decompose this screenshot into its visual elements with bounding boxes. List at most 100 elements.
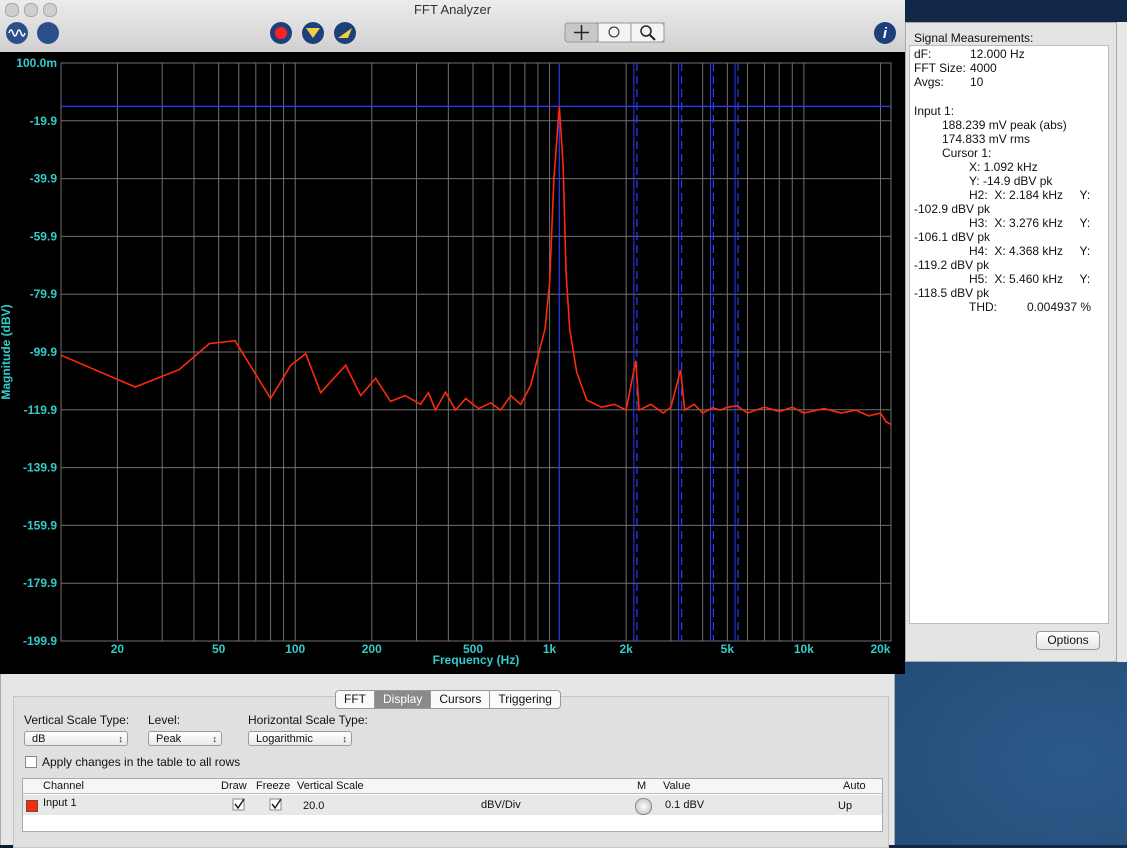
settings-button[interactable] [37,22,59,44]
channel-name: Input 1 [43,797,77,809]
x-tick-label: 1k [543,642,557,656]
x-tick-label: 100 [285,642,305,656]
measurement-label: dF: [914,47,932,61]
icon [640,25,652,37]
y-tick-label: -19.9 [30,114,58,128]
channel-color[interactable] [26,800,38,812]
measurement-line: 188.239 mV peak (abs) [942,118,1067,132]
measurement-line: -118.5 dBV pk [914,286,990,300]
tab[interactable]: FFT [344,692,366,706]
measurement-box [909,45,1109,624]
measurement-line: H3: X: 3.276 kHz Y: [969,216,1091,230]
y-tick-label: -199.9 [23,634,57,648]
plot-frame [60,62,892,642]
column-header: Freeze [256,780,291,792]
zoom-tool[interactable] [630,22,665,43]
options-button[interactable]: Options [1036,631,1100,650]
checkboxes [232,798,282,811]
x-axis-label: Frequency (Hz) [433,653,520,667]
column-header: M [637,780,647,792]
measurement-label: Avgs: [914,75,944,89]
toolbar-icons: i [6,22,896,44]
plot-background [0,52,905,674]
y-tick-label: -59.9 [30,229,58,243]
value-knob[interactable] [635,798,652,815]
y-tick-label: -139.9 [23,461,57,475]
measurement-line: Y: -14.9 dBV pk [969,174,1053,188]
value-text[interactable]: 0.1 dBV [665,799,705,811]
measurement-drawer: Signal Measurements: Options dF: 12.000 H… [905,22,1117,662]
measurement-line: Cursor 1: [942,146,992,160]
label: Vertical Scale Type: [24,713,130,727]
column-header: Auto [843,780,866,792]
measurement-value: 12.000 Hz [970,47,1025,61]
checkbox[interactable] [25,756,37,768]
y-tick-label: -79.9 [30,287,58,301]
measurement-line: X: 1.092 kHz [969,160,1038,174]
table-row [23,795,882,815]
fft-chart: Frequency (Hz) Magnitude (dBV) 20 50 100 20… [0,52,905,674]
x-tick-label: 20 [111,642,125,656]
x-tick-label: 5k [721,642,735,656]
icon: i [883,25,888,42]
icon [608,26,620,38]
x-tick-label: 20k [870,642,890,656]
icon [306,28,320,38]
x-tick-label: 200 [362,642,382,656]
icon [649,34,656,41]
measurement-value: 4000 [970,61,997,75]
tab[interactable]: Display [374,691,431,708]
measurement-line: -106.1 dBV pk [914,230,991,244]
x-tick-label: 2k [619,642,633,656]
tab-bar: FFT Display Cursors Triggering [335,690,561,709]
icon [275,27,287,39]
measurement-line: -119.2 dBV pk [914,258,990,272]
channel-table: Input 1 20.0 dBV/Div 0.1 dBV Up Channel D… [22,778,883,832]
level-select[interactable]: Peak [148,731,222,747]
auto-select[interactable]: Up [838,800,853,812]
measurement-line: Input 1: [914,104,955,118]
window-title: FFT Analyzer [413,2,492,17]
measurement-line: H2: X: 2.184 kHz Y: [969,188,1091,202]
info-button[interactable] [874,22,896,44]
y-tick-label: -179.9 [23,576,57,590]
settings-panel: FFT Display Cursors Triggering Vertical Sca… [0,674,895,848]
horizontal-scale-select[interactable]: Logarithmic [248,731,352,747]
measurement-line: H5: X: 5.460 kHz Y: [969,272,1091,286]
table-header [23,779,882,794]
title-toolbar: FFT Analyzer i [0,0,905,53]
y-tick-label: -39.9 [30,172,58,186]
minimize-button[interactable] [24,3,38,17]
vertical-scale-unit: dBV/Div [481,799,521,811]
y-axis-label: Magnitude (dBV) [0,304,13,399]
label: Level: [148,713,181,727]
icon [574,25,589,40]
column-header: Value [663,780,691,792]
close-button[interactable] [5,3,19,17]
y-tick-label: -159.9 [23,518,57,532]
y-tick-label: 100.0m [16,56,57,70]
label: Horizontal Scale Type: [248,713,368,727]
x-tick-label: 500 [463,642,483,656]
checkbox-label: Apply changes in the table to all rows [42,755,241,769]
column-header: Vertical Scale [297,780,364,792]
column-header: Draw [221,780,247,792]
vertical-scale-select[interactable]: dB [24,731,128,747]
tab[interactable]: Cursors [430,691,489,708]
y-tick-label: -119.9 [24,403,58,417]
vertical-scale-value[interactable]: 20.0 [303,800,325,812]
y-tick-label: -99.9 [30,345,58,359]
column-header: Channel [43,780,84,792]
measurement-line: -102.9 dBV pk [914,202,991,216]
check [271,798,282,810]
zoom-button[interactable] [43,3,57,17]
tab[interactable]: Triggering [489,691,560,708]
measurement-line: 174.833 mV rms [942,132,1031,146]
spectrum-line [60,106,892,426]
x-tick-label: 50 [212,642,226,656]
draw-checkbox[interactable] [232,798,245,811]
freeze-checkbox[interactable] [269,798,282,811]
measurement-title: Signal Measurements: [914,31,1034,45]
icon [8,29,26,37]
